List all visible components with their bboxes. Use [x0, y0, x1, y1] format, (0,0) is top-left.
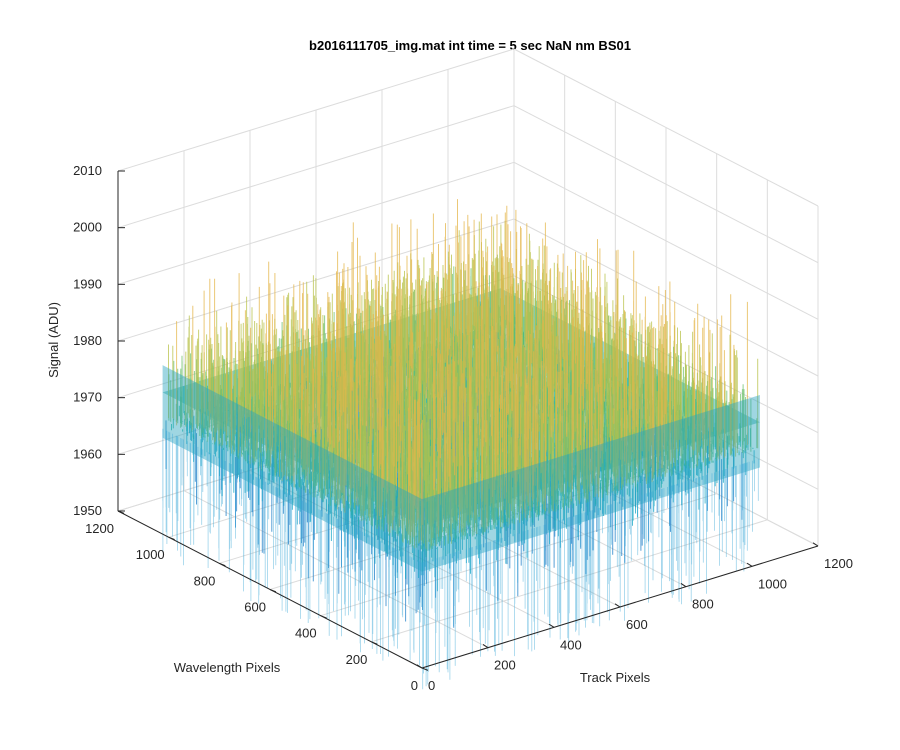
grid-line — [513, 105, 819, 264]
y-tick-mark — [168, 536, 175, 541]
x-tick-mark — [680, 583, 687, 588]
x-tick-mark — [812, 542, 819, 547]
y-tick-mark — [371, 641, 378, 645]
y-tick-label: 1000 — [136, 547, 165, 562]
y-tick-mark — [269, 589, 277, 593]
chart-title: b2016111705_img.mat int time = 5 sec NaN… — [309, 38, 631, 53]
z-tick-label: 1960 — [73, 446, 102, 461]
y-tick-label: 800 — [194, 573, 216, 588]
x-tick-label: 200 — [494, 658, 516, 673]
surface-mesh — [162, 199, 760, 690]
y-tick-mark — [320, 615, 327, 619]
z-tick-label: 1970 — [73, 390, 102, 405]
x-tick-label: 600 — [626, 617, 648, 632]
y-tick-label: 1200 — [85, 521, 114, 536]
x-tick-mark — [614, 603, 621, 608]
surface-drips — [162, 428, 759, 690]
x-tick-mark — [482, 644, 489, 649]
z-tick-label: 2000 — [73, 220, 102, 235]
grid-line — [513, 161, 819, 320]
x-tick-label: 0 — [428, 678, 435, 693]
x-axis-label: Track Pixels — [580, 670, 651, 685]
x-tick-label: 1200 — [824, 556, 853, 571]
z-axis-label: Signal (ADU) — [46, 302, 61, 378]
grid-line — [117, 161, 515, 285]
y-tick-mark — [421, 667, 429, 671]
tick-labels: 0 200 400 600 800 1000 1200 0 200 400 600 800 1000 12… — [73, 163, 853, 693]
grid-line — [513, 48, 819, 207]
x-tick-label: 400 — [560, 637, 582, 652]
y-axis-label: Wavelength Pixels — [174, 660, 281, 675]
z-tick-label: 1950 — [73, 503, 102, 518]
x-tick-label: 800 — [692, 597, 714, 612]
surface-strands — [176, 199, 748, 541]
grid-line — [513, 218, 819, 377]
y-tick-label: 600 — [244, 600, 266, 615]
z-tick-label: 1990 — [73, 276, 102, 291]
y-tick-label: 200 — [346, 652, 368, 667]
y-tick-mark — [219, 562, 226, 567]
x-tick-label: 1000 — [758, 576, 787, 591]
grid-line — [117, 105, 515, 229]
surface-front-right — [422, 395, 760, 572]
surface-front-left — [162, 365, 422, 572]
y-tick-label: 0 — [411, 678, 418, 693]
y-tick-label: 400 — [295, 626, 317, 641]
axis-lines — [117, 170, 819, 671]
x-tick-mark — [746, 562, 753, 567]
z-tick-label: 2010 — [73, 163, 102, 178]
x-tick-mark — [548, 623, 555, 628]
z-tick-label: 1980 — [73, 333, 102, 348]
x-tick-mark — [416, 664, 423, 669]
grid-line — [117, 48, 515, 172]
